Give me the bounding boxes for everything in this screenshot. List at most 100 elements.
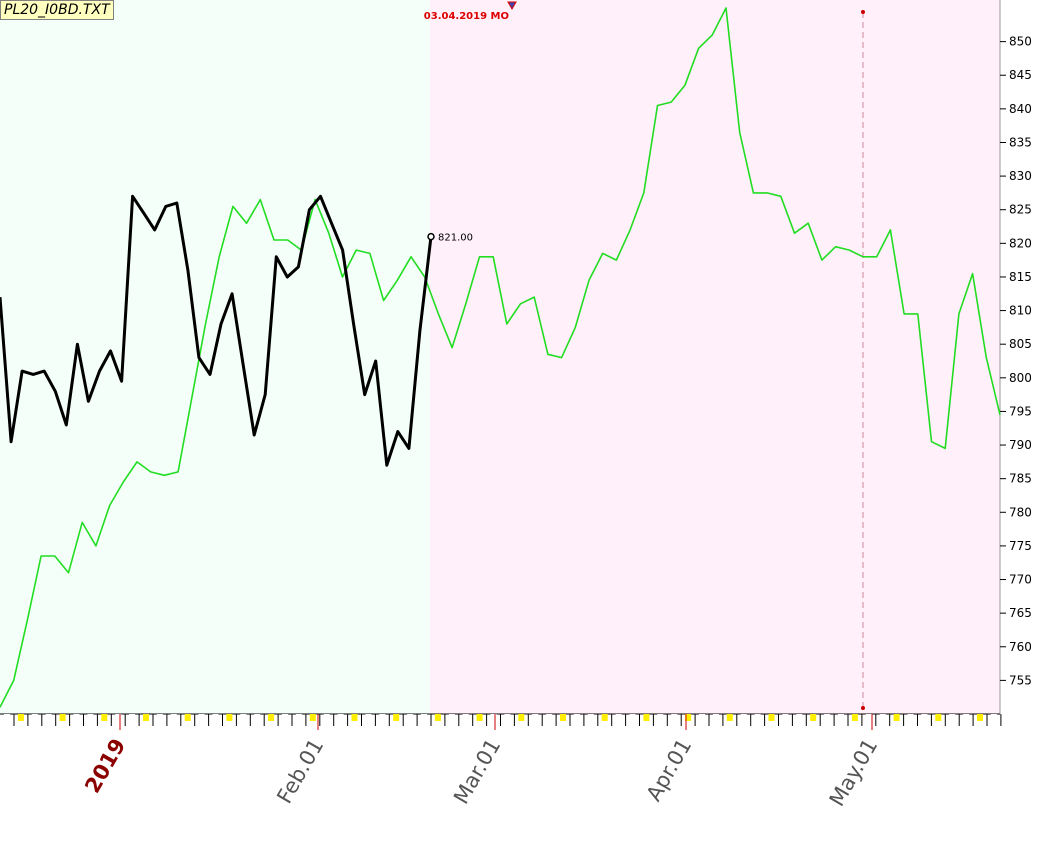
date-strip-cell xyxy=(740,714,747,721)
date-strip-cell xyxy=(421,714,427,721)
y-tick-label: 755 xyxy=(1009,673,1032,687)
date-strip-cell xyxy=(796,714,803,721)
series-line-1 xyxy=(0,194,433,467)
date-strip-cell xyxy=(351,714,358,721)
marker-dot-top xyxy=(861,10,865,14)
date-strip-cell xyxy=(560,714,566,721)
date-strip-cell xyxy=(754,714,761,721)
date-strip-cell xyxy=(129,714,136,721)
end-point-marker xyxy=(427,232,435,241)
date-strip-cell xyxy=(295,714,302,721)
date-strip-cell xyxy=(115,714,122,721)
date-strip-cell xyxy=(268,714,275,721)
date-strip-cell xyxy=(949,714,956,721)
date-strip-cell xyxy=(59,714,66,721)
date-strip-cell xyxy=(31,714,38,721)
date-strip-cell xyxy=(907,714,914,721)
date-strip-cell xyxy=(17,714,24,721)
date-strip-cell xyxy=(226,714,233,721)
y-tick-label: 780 xyxy=(1009,505,1032,519)
date-strip-cell xyxy=(685,714,692,721)
date-strip-cell xyxy=(532,714,539,721)
date-strip-cell xyxy=(365,714,372,721)
peak-annotation-label: 03.04.2019 MO xyxy=(424,11,509,22)
date-strip-cell xyxy=(601,714,608,721)
date-strip-cell xyxy=(407,714,414,721)
date-strip-cell xyxy=(768,714,775,721)
date-strip-cell xyxy=(337,714,344,721)
date-strip-cell xyxy=(824,714,831,721)
date-strip-cell xyxy=(546,714,553,721)
date-strip-cell xyxy=(643,714,650,721)
y-tick-label: 830 xyxy=(1009,169,1032,183)
date-strip-cell xyxy=(782,714,789,721)
date-strip-cell xyxy=(170,714,177,721)
date-strip-cell xyxy=(4,714,10,721)
date-strip-cell xyxy=(490,714,497,721)
date-strip-cell xyxy=(184,714,191,721)
x-tick-label: Apr.01 xyxy=(642,735,697,806)
date-strip-cell xyxy=(921,714,928,721)
date-strip-cell xyxy=(73,714,80,721)
date-strip-cell xyxy=(476,714,483,721)
y-tick-label: 785 xyxy=(1009,472,1032,486)
y-tick-label: 845 xyxy=(1009,68,1032,82)
date-strip-cell xyxy=(143,714,149,721)
date-strip-cell xyxy=(671,714,678,721)
y-tick-label: 835 xyxy=(1009,135,1032,149)
y-tick-label: 765 xyxy=(1009,606,1032,620)
y-tick-label: 795 xyxy=(1009,404,1032,418)
date-strip-cell xyxy=(587,714,594,721)
y-tick-label: 810 xyxy=(1009,304,1032,318)
date-strip-cell xyxy=(309,714,316,721)
date-strip-cell xyxy=(573,714,580,721)
y-tick-label: 825 xyxy=(1009,203,1032,217)
date-strip-cell xyxy=(893,714,900,721)
date-strip-cell xyxy=(838,714,844,721)
x-tick-label: Mar.01 xyxy=(449,735,505,809)
background-region-1 xyxy=(430,0,1000,714)
date-strip-cell xyxy=(726,714,733,721)
date-strip-cell xyxy=(504,714,511,721)
date-strip-cell xyxy=(393,714,400,721)
date-strip-cell xyxy=(45,714,52,721)
date-strip-cell xyxy=(615,714,622,721)
x-tick-label: 2019 xyxy=(80,735,130,798)
x-tick-label: May.01 xyxy=(825,735,883,811)
date-strip-cell xyxy=(462,714,469,721)
date-strip-cell xyxy=(323,714,330,721)
date-strip-cell xyxy=(240,714,247,721)
date-strip-cell xyxy=(879,714,886,721)
date-strip-cell xyxy=(156,714,163,721)
y-tick-label: 820 xyxy=(1009,236,1032,250)
date-strip-cell xyxy=(810,714,817,721)
y-tick-label: 805 xyxy=(1009,337,1032,351)
series-line-0 xyxy=(0,7,1001,708)
date-strip-cell xyxy=(990,714,997,721)
peak-marker xyxy=(507,1,517,11)
y-tick-label: 800 xyxy=(1009,371,1032,385)
end-value-label: 821.00 xyxy=(438,233,473,244)
y-tick-label: 790 xyxy=(1009,438,1032,452)
x-tick-label: Feb.01 xyxy=(272,735,328,808)
marker-dot-bottom xyxy=(861,706,865,710)
date-strip-cell xyxy=(699,714,705,721)
y-tick-label: 850 xyxy=(1009,35,1032,49)
date-strip-cell xyxy=(198,714,205,721)
date-strip-cell xyxy=(212,714,219,721)
date-strip-cell xyxy=(851,714,858,721)
date-strip-cell xyxy=(379,714,386,721)
date-strip-cell xyxy=(935,714,942,721)
y-tick-label: 770 xyxy=(1009,573,1032,587)
date-strip-cell xyxy=(657,714,664,721)
y-tick-label: 815 xyxy=(1009,270,1032,284)
date-strip-cell xyxy=(977,714,983,721)
date-strip-cell xyxy=(865,714,872,721)
date-strip-cell xyxy=(282,714,288,721)
date-strip-cell xyxy=(629,714,636,721)
date-strip-cell xyxy=(434,714,441,721)
date-strip-cell xyxy=(87,714,94,721)
y-tick-label: 840 xyxy=(1009,102,1032,116)
date-strip-cell xyxy=(254,714,261,721)
